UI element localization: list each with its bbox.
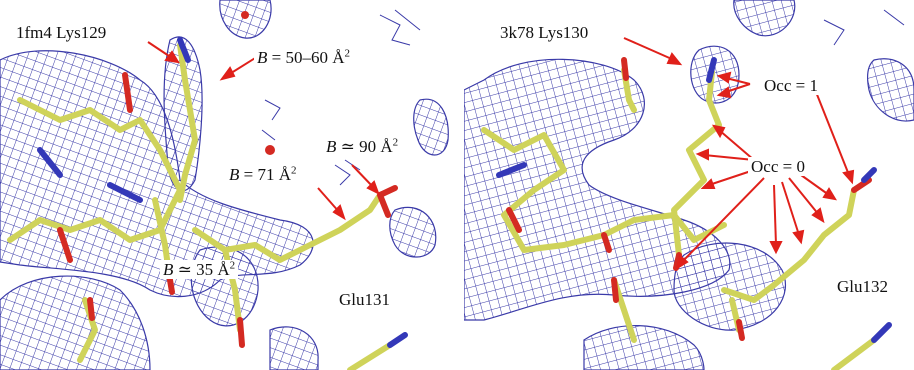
density-blob-edge bbox=[867, 58, 914, 122]
density-blob-top bbox=[733, 0, 796, 37]
residue-label-glu131: Glu131 bbox=[336, 290, 393, 309]
mesh-fragment bbox=[334, 159, 361, 186]
b-factor-label-71: B = 71 Å2 bbox=[226, 165, 300, 184]
b-factor-label-90: B ≃ 90 Å2 bbox=[323, 137, 402, 156]
molecule-sticks-right bbox=[481, 57, 892, 370]
density-blob-small-2 bbox=[389, 206, 437, 258]
mesh-fragment bbox=[261, 99, 281, 141]
residue-label-lys130: 3k78 Lys130 bbox=[500, 23, 589, 42]
occupancy-label-1: Occ = 1 bbox=[761, 76, 821, 95]
oxygen-atom bbox=[241, 11, 249, 19]
density-blob-bottom bbox=[583, 325, 705, 370]
density-blob-lys bbox=[690, 45, 740, 104]
mesh-fragment bbox=[823, 9, 905, 46]
density-blob-main bbox=[464, 58, 731, 321]
b-factor-label-35: B ≃ 35 Å2 bbox=[160, 260, 239, 279]
panel-left-1fm4: 1fm4 Lys129 B = 50–60 Å2 B ≃ 90 Å2 B = 7… bbox=[0, 0, 450, 370]
panel-right-3k78: 3k78 Lys130 Occ = 1 Occ = 0 Glu132 bbox=[464, 0, 914, 370]
annotation-arrows-right bbox=[623, 37, 855, 271]
density-map-left bbox=[0, 0, 449, 370]
b-factor-label-main: B = 50–60 Å2 bbox=[254, 48, 354, 67]
density-blob-bottom bbox=[0, 275, 151, 370]
density-blob-bottom-mid bbox=[269, 326, 319, 370]
residue-label-glu132: Glu132 bbox=[834, 277, 891, 296]
density-blob-top-right bbox=[219, 0, 272, 39]
density-blob-small bbox=[413, 98, 449, 156]
mesh-fragment bbox=[379, 9, 421, 46]
density-map-right bbox=[464, 0, 914, 370]
density-blob-glu bbox=[673, 242, 787, 331]
residue-label-lys129: 1fm4 Lys129 bbox=[16, 23, 107, 42]
occupancy-label-0: Occ = 0 bbox=[748, 157, 808, 176]
oxygen-atom bbox=[265, 145, 275, 155]
